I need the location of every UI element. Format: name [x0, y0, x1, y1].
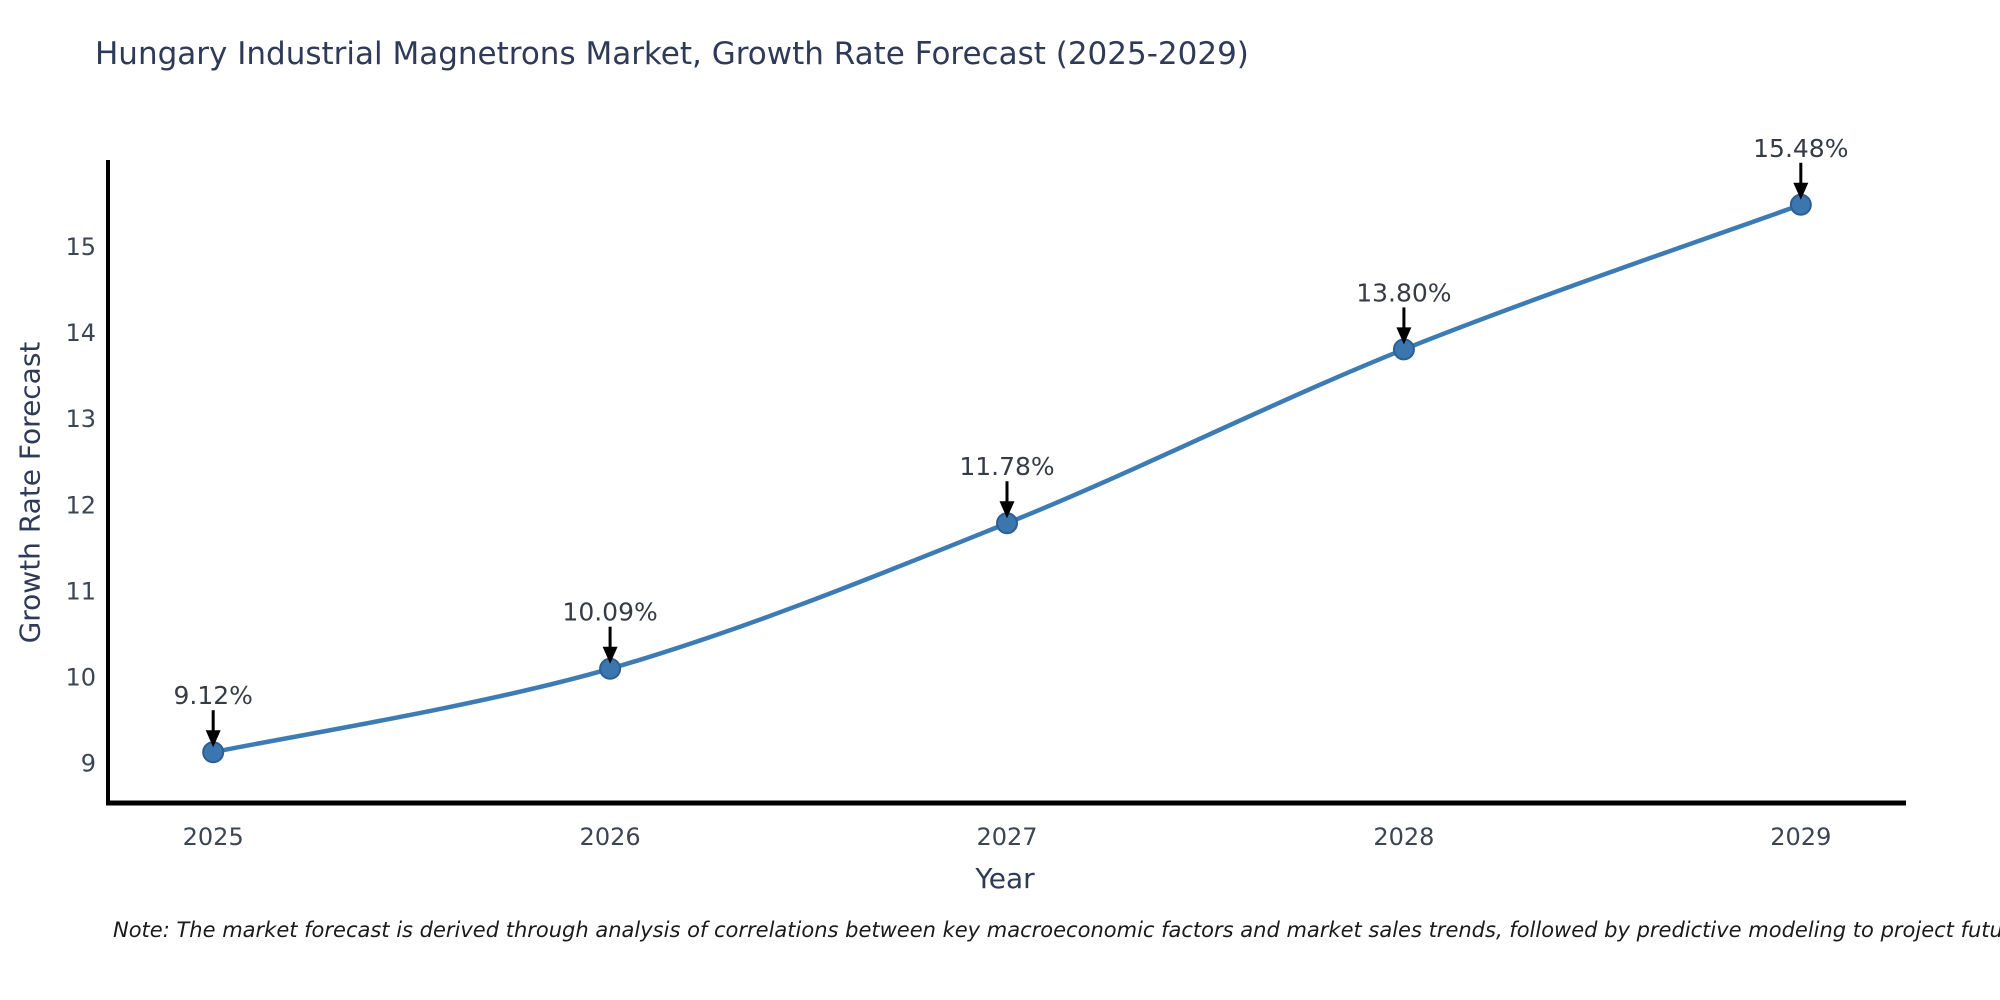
point-annotation: 9.12%: [173, 681, 252, 710]
annotation-arrowhead: [1396, 327, 1412, 345]
x-tick-label: 2029: [1770, 823, 1831, 851]
point-annotation: 10.09%: [562, 598, 657, 627]
footnote: Note: The market forecast is derived thr…: [113, 918, 2000, 942]
y-tick-label: 13: [65, 405, 96, 433]
x-tick-label: 2027: [976, 823, 1037, 851]
x-axis-title: Year: [975, 862, 1035, 895]
point-annotation: 13.80%: [1356, 278, 1451, 307]
y-tick-label: 10: [65, 663, 96, 691]
annotation-arrowhead: [205, 730, 221, 748]
y-tick-label: 15: [65, 233, 96, 261]
point-annotation: 15.48%: [1753, 134, 1848, 163]
x-tick-label: 2026: [580, 823, 641, 851]
annotation-arrowhead: [1793, 182, 1809, 200]
y-tick-label: 9: [81, 750, 96, 778]
chart-title: Hungary Industrial Magnetrons Market, Gr…: [95, 36, 1249, 72]
point-annotation: 11.78%: [959, 452, 1054, 481]
x-tick-label: 2028: [1373, 823, 1434, 851]
y-tick-label: 14: [65, 319, 96, 347]
annotation-arrowhead: [999, 501, 1015, 519]
x-tick-label: 2025: [183, 823, 244, 851]
y-tick-label: 12: [65, 491, 96, 519]
y-tick-label: 11: [65, 577, 96, 605]
annotation-arrowhead: [602, 646, 618, 664]
